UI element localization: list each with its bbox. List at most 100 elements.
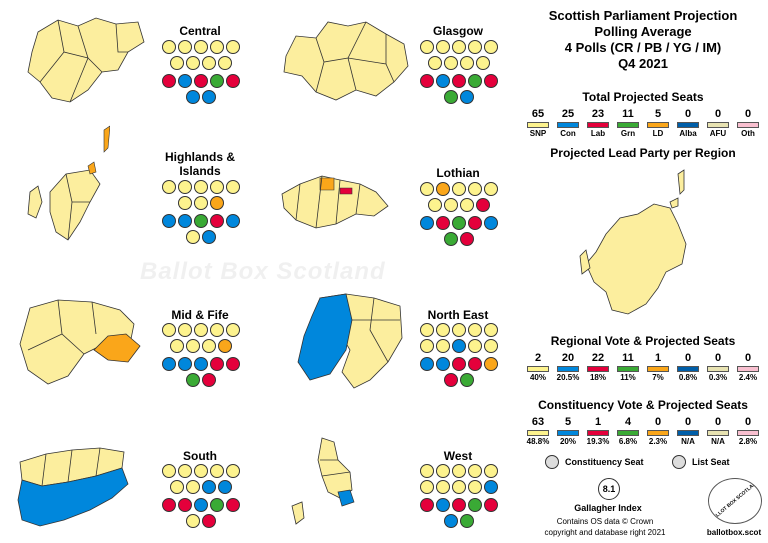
vote-share: 20% <box>559 437 576 446</box>
constituency-seat-dot <box>452 480 466 494</box>
party-color-swatch <box>647 366 669 372</box>
party-column-alba: 0 N/A <box>673 416 703 447</box>
list-seat-dot <box>186 373 200 387</box>
party-label: SNP <box>529 129 547 138</box>
title-line-1: Scottish Parliament Projection <box>548 8 738 23</box>
constituency-seat-dot <box>468 40 482 54</box>
constituency-seat-dot <box>194 180 208 194</box>
list-seat-dot <box>226 214 240 228</box>
constituency-seat-dot <box>468 480 482 494</box>
constituency-seat-dot <box>178 464 192 478</box>
list-seat-dot <box>186 90 200 104</box>
list-seat-dot <box>162 74 176 88</box>
seat-count: 20 <box>561 352 575 364</box>
party-color-swatch <box>677 366 699 372</box>
party-column-snp: 65 SNP <box>523 108 553 139</box>
lead-party-header: Projected Lead Party per Region <box>550 146 736 160</box>
list-seat-dot <box>202 230 216 244</box>
constituency-seat-dot <box>436 480 450 494</box>
constituency-seat-dot <box>202 339 216 353</box>
regional-vote-header: Regional Vote & Projected Seats <box>550 334 736 348</box>
seat-count: 0 <box>744 416 752 428</box>
list-seat-dot <box>420 357 434 371</box>
constituency-seat-dot <box>468 323 482 337</box>
seat-count: 5 <box>564 416 572 428</box>
title-line-3: 4 Polls (CR / PB / YG / IM) <box>564 40 722 55</box>
vote-share: 2.3% <box>648 437 668 446</box>
seat-count: 0 <box>714 352 722 364</box>
constituency-seat-dot <box>484 480 498 494</box>
list-seat-dot <box>420 498 434 512</box>
seat-count: 0 <box>684 352 692 364</box>
constituency-seat-dot <box>170 56 184 70</box>
list-seat-dot <box>162 214 176 228</box>
party-column-oth: 0 Oth <box>733 108 763 139</box>
list-seat-dot <box>436 498 450 512</box>
seat-count: 0 <box>654 416 662 428</box>
constituency-seat-dot <box>436 182 450 196</box>
constituency-seat-dot <box>162 323 176 337</box>
constituency-seat-dot <box>452 339 466 353</box>
constituency-seat-dot <box>452 182 466 196</box>
list-seat-dot <box>468 74 482 88</box>
list-seat-dot <box>194 498 208 512</box>
seat-count: 0 <box>744 352 752 364</box>
north-east-region-map <box>297 293 403 389</box>
seat-count: 0 <box>684 416 692 428</box>
constituency-seat-dot <box>484 339 498 353</box>
list-seat-dot <box>420 216 434 230</box>
vote-share: 0.3% <box>708 373 728 382</box>
constituency-seat-dot <box>420 464 434 478</box>
constituency-seat-dot <box>452 323 466 337</box>
party-column-ld: 0 2.3% <box>643 416 673 447</box>
constituency-seat-dot <box>194 196 208 210</box>
vote-share: 2.4% <box>738 373 758 382</box>
constituency-seat-dot <box>178 323 192 337</box>
seat-dots-north-east <box>414 323 504 389</box>
seat-count: 63 <box>531 416 545 428</box>
logo-text: BALLOT BOX SCOTLAND <box>709 478 761 524</box>
seat-count: 22 <box>591 352 605 364</box>
party-color-swatch <box>617 430 639 436</box>
list-seat-dot <box>202 90 216 104</box>
constituency-seat-dot <box>218 480 232 494</box>
constituency-seat-dot <box>436 339 450 353</box>
list-seat-dot <box>162 498 176 512</box>
seat-count: 65 <box>531 108 545 120</box>
list-seat-dot <box>444 514 458 528</box>
seat-dots-south <box>156 464 246 530</box>
list-seat-dot <box>460 373 474 387</box>
region-title-south: South <box>183 449 217 463</box>
constituency-seat-dot <box>226 40 240 54</box>
south-region-map <box>17 447 129 527</box>
constituency-seat-dot <box>436 40 450 54</box>
constituency-seat-dot <box>452 464 466 478</box>
seat-count: 0 <box>714 108 722 120</box>
total-seats-table: 65 SNP 25 Con 23 Lab 11 Grn 5 LD 0 Alba 0 AFU 0 Oth <box>523 108 763 139</box>
region-title-central: Central <box>179 24 221 38</box>
seat-count: 25 <box>561 108 575 120</box>
logo-url: ballotbox.scot <box>706 528 762 537</box>
constituency-seat-dot <box>178 196 192 210</box>
party-column-afu: 0 N/A <box>703 416 733 447</box>
constituency-seat-dot <box>170 339 184 353</box>
region-title-mid-fife: Mid & Fife <box>171 308 229 322</box>
constituency-seat-dot <box>484 182 498 196</box>
constituency-seat-dot <box>420 339 434 353</box>
list-seat-dot <box>460 232 474 246</box>
constituency-seat-dot <box>162 464 176 478</box>
seat-count: 1 <box>594 416 602 428</box>
party-column-con: 5 20% <box>553 416 583 447</box>
constituency-seat-dot <box>202 56 216 70</box>
region-title-glasgow: Glasgow <box>432 24 483 38</box>
party-column-ld: 5 LD <box>643 108 673 139</box>
list-seat-dot <box>452 357 466 371</box>
constituency-seat-dot <box>194 40 208 54</box>
list-seat-dot <box>436 74 450 88</box>
constituency-seat-dot <box>460 56 474 70</box>
seat-dots-glasgow <box>414 40 504 106</box>
party-color-swatch <box>707 430 729 436</box>
regional-vote-table: 2 40% 20 20.5% 22 18% 11 11% 1 7% 0 0.8% 0 0.3% 0 2.4% <box>523 352 763 383</box>
list-seat-dot <box>460 90 474 104</box>
party-color-swatch <box>737 430 759 436</box>
